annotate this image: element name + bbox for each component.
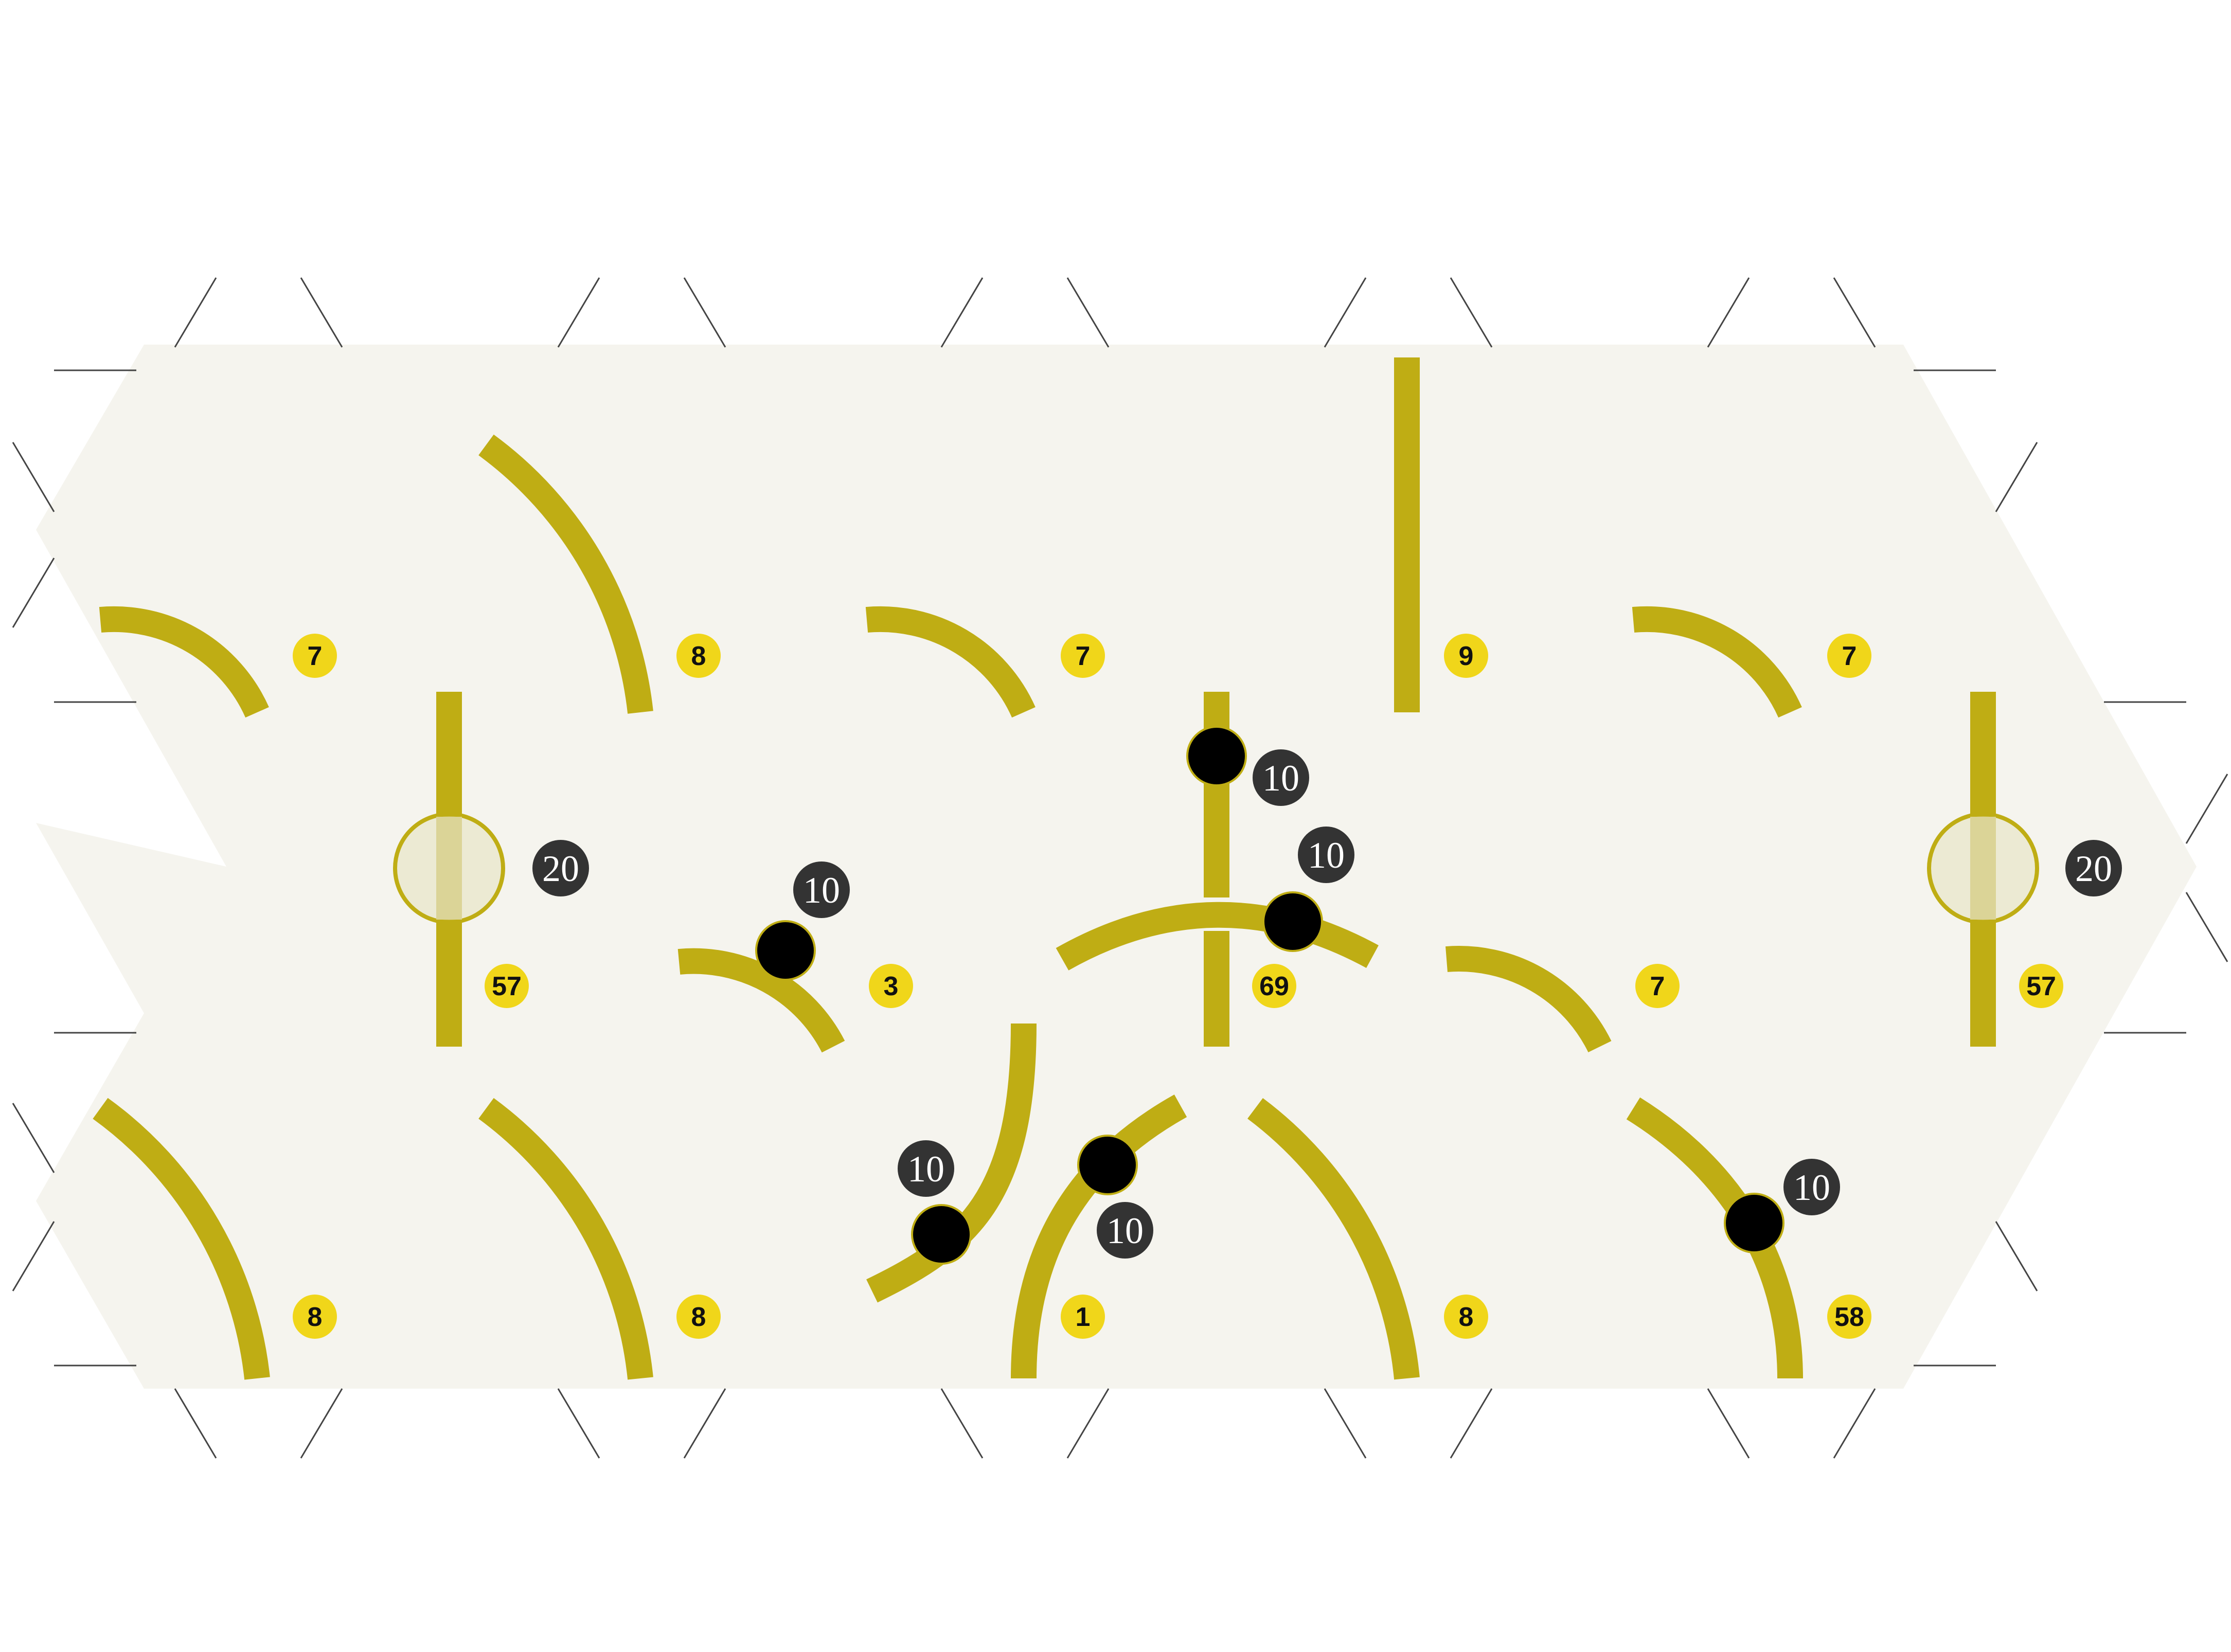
tile-badge-label: 7 (1076, 641, 1091, 671)
tile-badge-9: 7 (1635, 964, 1680, 1008)
track-arc-top-right (1632, 606, 1802, 718)
tile-badge-label: 8 (691, 1302, 706, 1332)
value-badge-label: 10 (907, 1148, 944, 1190)
tile-badge-3: 7 (1061, 634, 1105, 678)
black-nodes (755, 726, 1784, 1265)
tile-badge-label: 1 (1076, 1302, 1091, 1332)
tile-badge-label: 69 (1259, 972, 1289, 1001)
track-arc-right-middle (1445, 946, 1612, 1053)
tile-badge-15: 58 (1827, 1295, 1871, 1339)
track-curve-bottom-fourth (1247, 1098, 1420, 1380)
tile-id-badges: 7 8 7 9 7 57 3 69 7 57 8 8 1 8 58 (293, 634, 2063, 1339)
node-lower-center (1077, 1135, 1138, 1195)
value-badge-center-top: 10 (1253, 749, 1309, 806)
tile-badge-8: 69 (1252, 964, 1296, 1008)
value-badge-label: 10 (1262, 758, 1299, 799)
value-badge-label: 20 (542, 848, 579, 889)
node-center-arc (1262, 891, 1323, 952)
track-curve-bottom-left (93, 1098, 270, 1380)
value-badge-lower-right: 10 (1783, 1159, 1840, 1215)
tile-badge-14: 8 (1444, 1295, 1488, 1339)
tile-badge-label: 57 (492, 972, 522, 1001)
tile-badge-13: 1 (1061, 1295, 1105, 1339)
track-arc-top-left (99, 606, 269, 718)
node-center-top (1186, 726, 1247, 786)
edge-tick-marks (12, 277, 2228, 1459)
track-curve-bottom-s-upper (866, 1023, 1037, 1303)
tile-badge-7: 3 (869, 964, 913, 1008)
tile-badge-5: 7 (1827, 634, 1871, 678)
tile-badge-label: 8 (691, 641, 706, 671)
tile-badge-label: 8 (308, 1302, 323, 1332)
tile-badge-4: 9 (1444, 634, 1488, 678)
tile-badge-2: 8 (676, 634, 721, 678)
tile-badge-label: 57 (2026, 972, 2056, 1001)
ring-right-overlap (1970, 817, 1996, 920)
tile-badge-label: 7 (1650, 972, 1665, 1001)
track-arc-center-crossing (1056, 902, 1379, 971)
tile-badge-label: 7 (1842, 641, 1857, 671)
ring-left-overlap (436, 817, 462, 920)
ring-markers (393, 812, 2039, 924)
tile-badge-label: 3 (884, 972, 899, 1001)
tile-badge-label: 58 (1834, 1302, 1864, 1332)
value-badge-lower-left: 10 (898, 1140, 954, 1197)
tile-badge-label: 9 (1459, 641, 1474, 671)
value-badge-right-ring: 20 (2065, 840, 2122, 896)
value-badges: 20 20 10 10 10 10 10 10 (532, 749, 2122, 1259)
value-badge-tile-3: 10 (793, 861, 850, 918)
tile-badge-label: 7 (308, 641, 323, 671)
tile-badge-11: 8 (293, 1295, 337, 1339)
value-badge-label: 20 (2075, 848, 2112, 889)
value-badge-lower-center: 10 (1097, 1202, 1153, 1259)
track-arc-tile-3 (677, 948, 845, 1053)
track-curve-bottom-tile-1 (1011, 1094, 1187, 1379)
value-badge-label: 10 (803, 870, 840, 911)
value-badge-label: 10 (1308, 835, 1345, 876)
node-tile-3 (755, 920, 816, 981)
value-badge-label: 10 (1793, 1167, 1830, 1208)
track-curve-bottom-second (478, 1098, 653, 1380)
track-curve-top-second (478, 434, 653, 714)
tile-badge-6: 57 (485, 964, 529, 1008)
value-badge-left-ring: 20 (532, 840, 589, 896)
tile-badge-10: 57 (2019, 964, 2063, 1008)
node-lower-right (1724, 1193, 1784, 1253)
tile-badge-label: 8 (1459, 1302, 1474, 1332)
tile-badge-1: 7 (293, 634, 337, 678)
value-badge-center-arc: 10 (1298, 827, 1354, 883)
tile-badge-12: 8 (676, 1295, 721, 1339)
track-arc-top-middle (865, 606, 1036, 718)
node-lower-left (911, 1204, 972, 1265)
value-badge-label: 10 (1106, 1210, 1144, 1251)
